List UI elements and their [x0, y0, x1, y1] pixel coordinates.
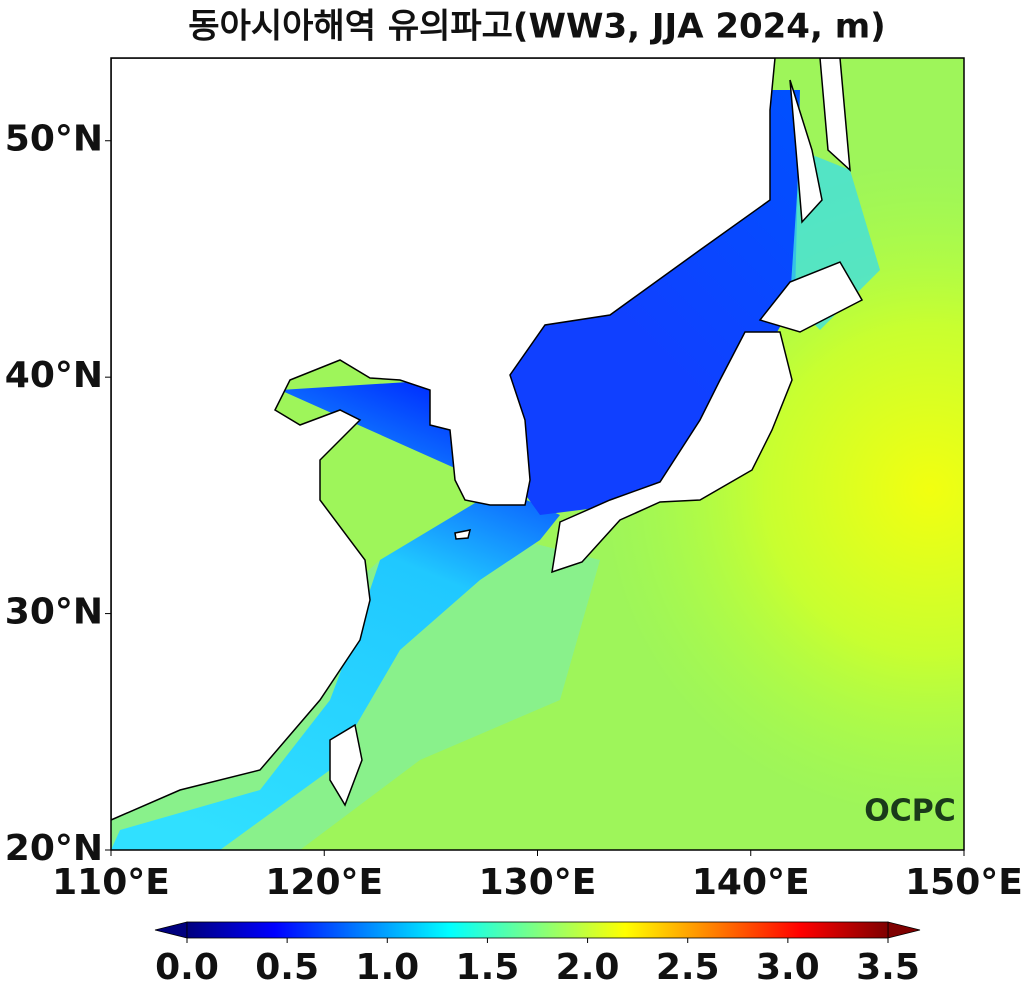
- colorbar-tick-label: 3.0: [756, 947, 820, 988]
- colorbar-max-extend: [887, 921, 921, 939]
- y-tick-label: 20°N: [5, 828, 103, 869]
- colorbar-min-extend: [154, 921, 188, 939]
- x-tick-label: 110°E: [52, 862, 170, 903]
- title: 동아시아해역 유의파고(WW3, JJA 2024, m): [188, 7, 885, 47]
- jeju: [454, 529, 472, 540]
- colorbar-bar: [186, 921, 889, 939]
- colorbar-tick-label: 2.0: [556, 947, 620, 988]
- colorbar: 0.0 0.5 1.0 1.5 2.0 2.5 3.0 3.5: [154, 921, 921, 988]
- axes: 110°E 120°E 130°E 140°E 150°E 20°N 30°N 40°N 50°…: [5, 119, 1023, 903]
- taiwan: [329, 723, 363, 807]
- mainland: [111, 58, 776, 821]
- y-tick-label: 30°N: [5, 592, 103, 633]
- sakhalin: [789, 79, 823, 224]
- y-tick-label: 40°N: [5, 355, 103, 396]
- colorbar-tick-label: 0.5: [255, 947, 319, 988]
- logo: OCPC: [864, 794, 956, 829]
- x-tick-label: 120°E: [265, 862, 383, 903]
- hokkaido: [758, 261, 864, 333]
- colorbar-tick-label: 0.0: [155, 947, 219, 988]
- colorbar-tick-label: 1.0: [355, 947, 419, 988]
- japan: [551, 331, 793, 574]
- x-tick-label: 130°E: [479, 862, 597, 903]
- x-tick-label: 140°E: [692, 862, 810, 903]
- colorbar-tick-label: 3.5: [856, 947, 920, 988]
- colorbar-tick-label: 2.5: [656, 947, 720, 988]
- map-field: [111, 58, 964, 850]
- y-tick-label: 50°N: [5, 119, 103, 160]
- okhotsk-coast: [819, 58, 851, 172]
- colorbar-tick-label: 1.5: [456, 947, 520, 988]
- x-tick-label: 150°E: [905, 862, 1023, 903]
